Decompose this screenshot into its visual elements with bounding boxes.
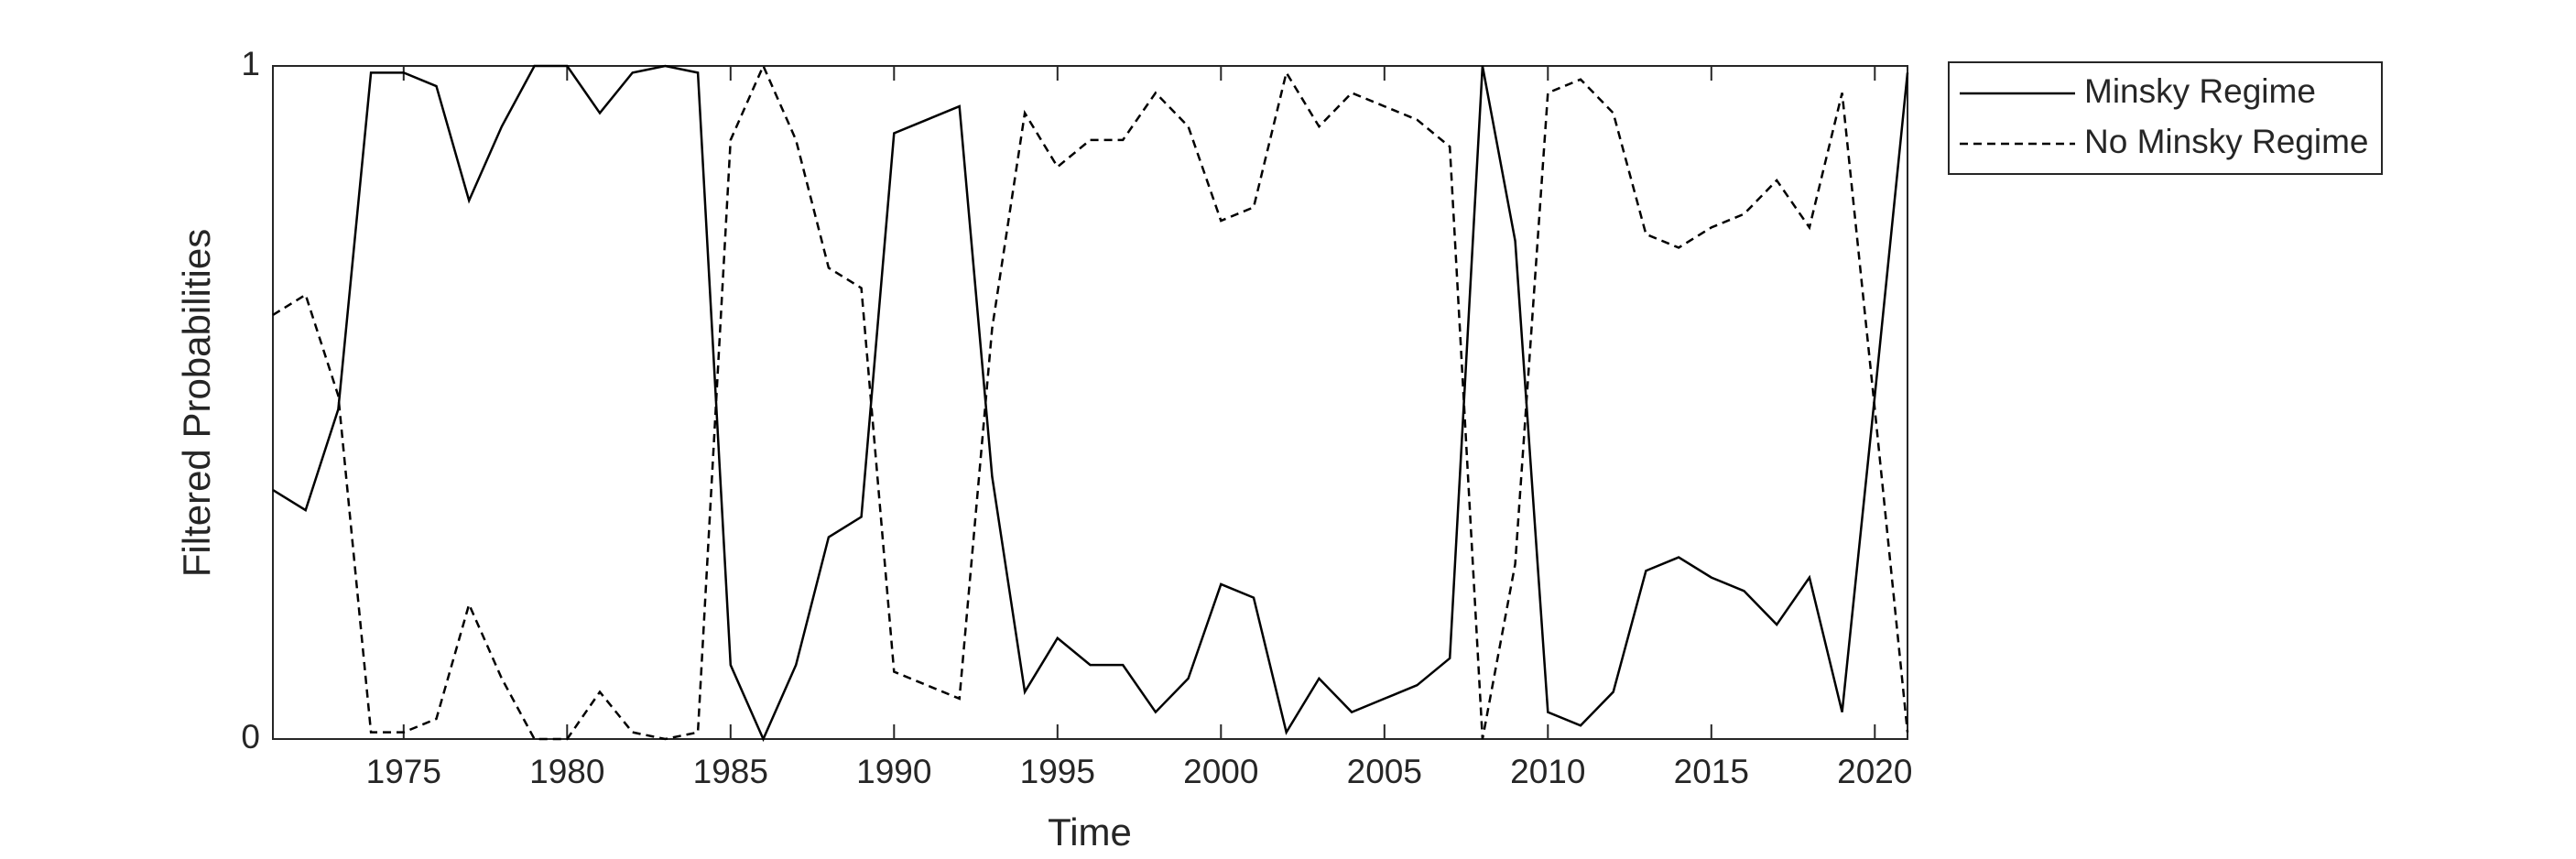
series-line (272, 62, 1909, 741)
x-tick-label: 1980 (529, 753, 604, 790)
x-tick-label: 2020 (1837, 753, 1912, 790)
x-tick-label: 1990 (856, 753, 931, 790)
y-tick-label: 1 (241, 45, 260, 82)
series-line (272, 64, 1909, 743)
x-tick-label: 2010 (1510, 753, 1585, 790)
y-tick-label: 0 (241, 718, 260, 756)
y-axis-label: Filtered Probabilities (175, 229, 218, 578)
x-tick-label: 1995 (1020, 753, 1095, 790)
x-tick-label: 1985 (693, 753, 768, 790)
x-tick-label: 2005 (1347, 753, 1422, 790)
x-axis-label: Time (1048, 810, 1132, 854)
x-tick-label: 1975 (366, 753, 441, 790)
x-tick-label: 2015 (1674, 753, 1749, 790)
legend-label: Minsky Regime (2084, 72, 2316, 110)
legend-box (1948, 61, 2383, 175)
legend-label: No Minsky Regime (2084, 123, 2368, 160)
x-tick-label: 2000 (1183, 753, 1258, 790)
plot-frame (272, 65, 1908, 740)
